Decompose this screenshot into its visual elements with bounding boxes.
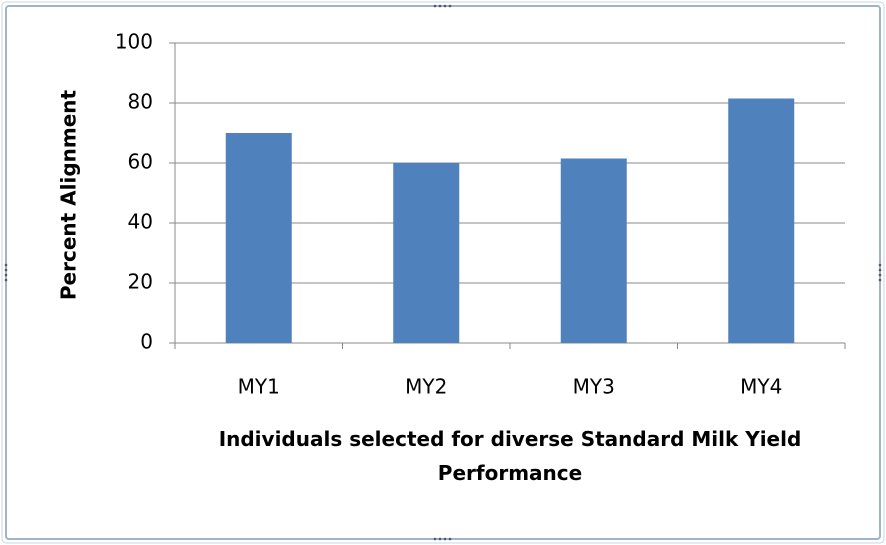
bar	[560, 158, 627, 343]
resize-handles	[4, 4, 882, 541]
y-axis-label: Percent Alignment	[57, 89, 81, 300]
y-tick-label: 0	[140, 330, 153, 354]
y-tick-label: 100	[115, 30, 153, 54]
y-tick-label: 40	[128, 210, 153, 234]
y-tick-label: 20	[128, 270, 153, 294]
x-tick-label: MY1	[238, 375, 280, 399]
y-tick-label: 80	[128, 90, 153, 114]
bar	[393, 163, 460, 343]
x-tick-label: MY3	[573, 375, 615, 399]
bar	[728, 98, 795, 343]
x-axis-label: Individuals selected for diverse Standar…	[218, 427, 802, 485]
y-tick-label: 60	[128, 150, 153, 174]
x-tick-label: MY2	[405, 375, 447, 399]
bar	[225, 133, 292, 343]
x-tick-label: MY4	[740, 375, 782, 399]
